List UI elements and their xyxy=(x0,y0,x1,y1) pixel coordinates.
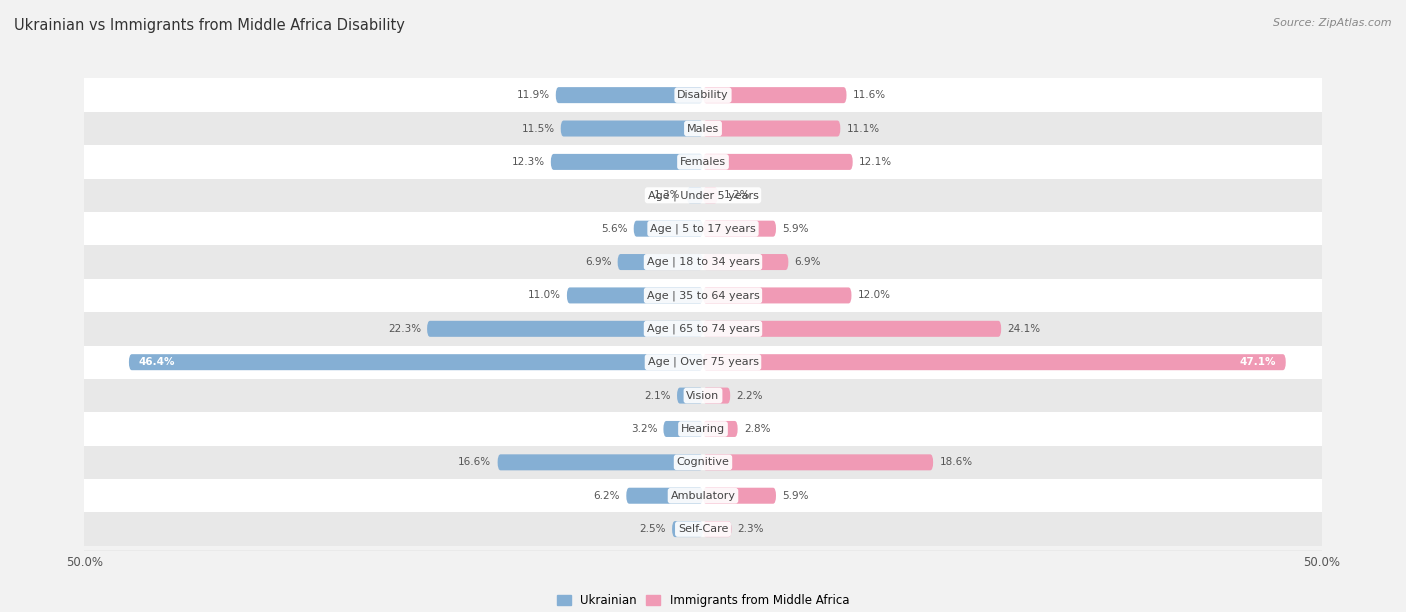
Text: Hearing: Hearing xyxy=(681,424,725,434)
FancyBboxPatch shape xyxy=(551,154,703,170)
Text: Age | 35 to 64 years: Age | 35 to 64 years xyxy=(647,290,759,300)
FancyBboxPatch shape xyxy=(703,121,841,136)
FancyBboxPatch shape xyxy=(703,521,731,537)
FancyBboxPatch shape xyxy=(688,187,703,203)
FancyBboxPatch shape xyxy=(703,421,738,437)
FancyBboxPatch shape xyxy=(561,121,703,136)
Bar xyxy=(84,446,1322,479)
Text: 6.9%: 6.9% xyxy=(794,257,821,267)
Text: 2.1%: 2.1% xyxy=(644,390,671,401)
FancyBboxPatch shape xyxy=(703,87,846,103)
Text: 3.2%: 3.2% xyxy=(631,424,657,434)
Bar xyxy=(84,278,1322,312)
Text: 2.3%: 2.3% xyxy=(738,524,763,534)
Text: 2.2%: 2.2% xyxy=(737,390,763,401)
Text: 46.4%: 46.4% xyxy=(139,357,176,367)
FancyBboxPatch shape xyxy=(567,288,703,304)
Text: 6.9%: 6.9% xyxy=(585,257,612,267)
Text: Males: Males xyxy=(688,124,718,133)
Bar xyxy=(84,379,1322,412)
Text: 5.6%: 5.6% xyxy=(600,223,627,234)
Text: 2.5%: 2.5% xyxy=(640,524,666,534)
Text: 11.9%: 11.9% xyxy=(516,90,550,100)
Text: Age | Under 5 years: Age | Under 5 years xyxy=(648,190,758,201)
Bar xyxy=(84,112,1322,145)
Text: 16.6%: 16.6% xyxy=(458,457,492,468)
FancyBboxPatch shape xyxy=(703,187,718,203)
Bar xyxy=(84,212,1322,245)
Text: Age | 65 to 74 years: Age | 65 to 74 years xyxy=(647,324,759,334)
Text: 11.0%: 11.0% xyxy=(527,291,561,300)
Bar xyxy=(84,312,1322,346)
Text: Ambulatory: Ambulatory xyxy=(671,491,735,501)
FancyBboxPatch shape xyxy=(703,354,1285,370)
Text: 22.3%: 22.3% xyxy=(388,324,420,334)
FancyBboxPatch shape xyxy=(664,421,703,437)
Text: Cognitive: Cognitive xyxy=(676,457,730,468)
Bar xyxy=(84,512,1322,546)
Text: Ukrainian vs Immigrants from Middle Africa Disability: Ukrainian vs Immigrants from Middle Afri… xyxy=(14,18,405,34)
FancyBboxPatch shape xyxy=(703,254,789,270)
Text: 12.3%: 12.3% xyxy=(512,157,544,167)
FancyBboxPatch shape xyxy=(617,254,703,270)
FancyBboxPatch shape xyxy=(703,288,852,304)
Text: 12.1%: 12.1% xyxy=(859,157,891,167)
FancyBboxPatch shape xyxy=(129,354,703,370)
FancyBboxPatch shape xyxy=(427,321,703,337)
Text: Age | 18 to 34 years: Age | 18 to 34 years xyxy=(647,257,759,267)
Bar xyxy=(84,479,1322,512)
Text: 47.1%: 47.1% xyxy=(1239,357,1275,367)
Text: Age | Over 75 years: Age | Over 75 years xyxy=(648,357,758,367)
Legend: Ukrainian, Immigrants from Middle Africa: Ukrainian, Immigrants from Middle Africa xyxy=(553,589,853,612)
FancyBboxPatch shape xyxy=(703,221,776,237)
FancyBboxPatch shape xyxy=(498,454,703,471)
Text: Females: Females xyxy=(681,157,725,167)
FancyBboxPatch shape xyxy=(703,488,776,504)
Text: Vision: Vision xyxy=(686,390,720,401)
Text: Age | 5 to 17 years: Age | 5 to 17 years xyxy=(650,223,756,234)
Bar xyxy=(84,78,1322,112)
FancyBboxPatch shape xyxy=(634,221,703,237)
Text: 6.2%: 6.2% xyxy=(593,491,620,501)
Text: Disability: Disability xyxy=(678,90,728,100)
FancyBboxPatch shape xyxy=(626,488,703,504)
Text: 12.0%: 12.0% xyxy=(858,291,890,300)
Text: 5.9%: 5.9% xyxy=(782,491,808,501)
FancyBboxPatch shape xyxy=(555,87,703,103)
FancyBboxPatch shape xyxy=(703,454,934,471)
FancyBboxPatch shape xyxy=(703,321,1001,337)
Text: 1.3%: 1.3% xyxy=(654,190,681,200)
Text: 18.6%: 18.6% xyxy=(939,457,973,468)
Bar xyxy=(84,245,1322,278)
Text: 5.9%: 5.9% xyxy=(782,223,808,234)
Text: 24.1%: 24.1% xyxy=(1007,324,1040,334)
Bar xyxy=(84,412,1322,446)
Text: 11.1%: 11.1% xyxy=(846,124,880,133)
Text: 11.6%: 11.6% xyxy=(852,90,886,100)
FancyBboxPatch shape xyxy=(703,387,730,403)
Text: Self-Care: Self-Care xyxy=(678,524,728,534)
FancyBboxPatch shape xyxy=(672,521,703,537)
Bar xyxy=(84,145,1322,179)
Text: 11.5%: 11.5% xyxy=(522,124,554,133)
Text: 1.2%: 1.2% xyxy=(724,190,751,200)
Bar xyxy=(84,179,1322,212)
Bar xyxy=(84,346,1322,379)
Text: Source: ZipAtlas.com: Source: ZipAtlas.com xyxy=(1274,18,1392,28)
FancyBboxPatch shape xyxy=(703,154,852,170)
Text: 2.8%: 2.8% xyxy=(744,424,770,434)
FancyBboxPatch shape xyxy=(678,387,703,403)
